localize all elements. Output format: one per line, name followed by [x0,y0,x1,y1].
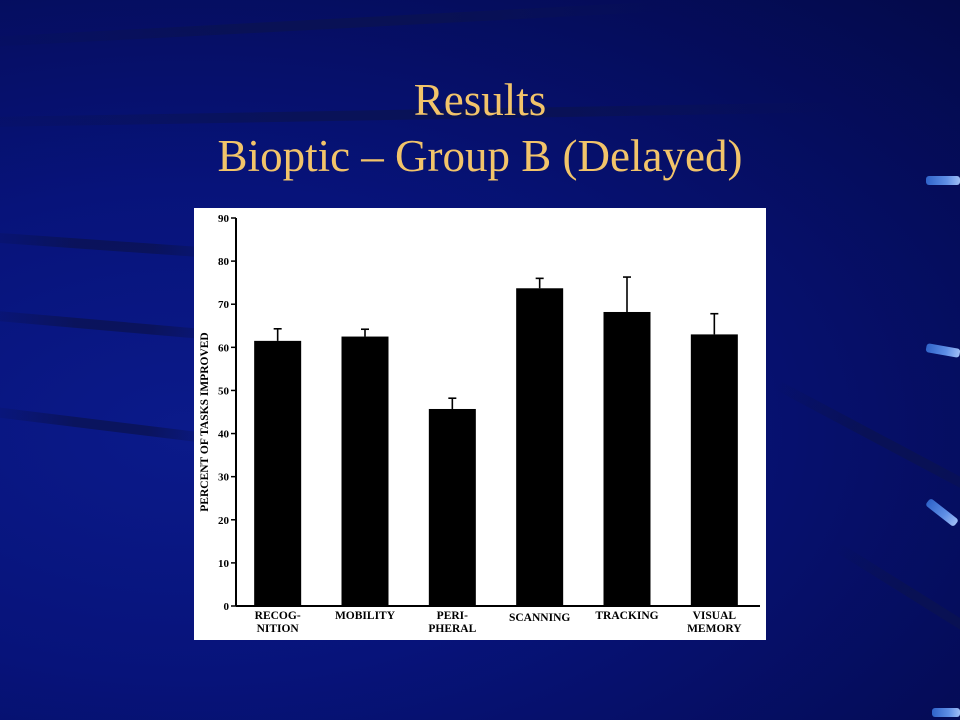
accent-stripe [926,176,960,185]
background-streak [772,379,960,511]
y-axis-label: PERCENT OF TASKS IMPROVED [199,332,211,511]
x-tick-label: RECOG- [255,610,301,622]
y-tick-label: 10 [218,558,230,570]
bar [690,334,738,606]
background-streak [834,542,960,668]
slide-title: Results Bioptic – Group B (Delayed) [0,72,960,184]
x-tick-label: MEMORY [687,623,742,635]
y-tick-label: 60 [218,342,230,354]
bar [254,340,302,606]
accent-stripe [925,497,959,528]
bar [516,288,564,606]
background-streak [0,405,220,445]
bar [428,408,476,606]
bar [341,336,389,606]
y-tick-label: 70 [218,299,230,311]
chart-panel: 0 10 20 30 40 50 60 70 80 90 PERCENT OF TASKS IMPR… [194,208,766,640]
x-tick-label: PERI- [437,610,468,622]
y-tick-label: 90 [218,213,230,225]
title-line-1: Results [413,75,547,125]
x-tick-label: TRACKING [595,610,658,622]
accent-stripe [932,708,960,717]
x-tick-label: MOBILITY [335,610,396,622]
background-streak [0,1,660,49]
y-tick-label: 0 [224,601,230,613]
y-tick-label: 80 [218,256,230,268]
x-tick-label: PHERAL [428,623,476,635]
bar-chart: 0 10 20 30 40 50 60 70 80 90 PERCENT OF TASKS IMPR… [199,213,760,635]
accent-stripe [925,343,960,358]
y-tick-label: 40 [218,429,230,441]
y-tick-label: 30 [218,472,230,484]
bar [603,311,651,606]
x-tick-label: SCANNING [509,612,570,624]
x-tick-label: VISUAL [693,610,737,622]
y-tick-label: 20 [218,515,230,527]
title-line-2: Bioptic – Group B (Delayed) [217,131,743,181]
x-tick-label: NITION [257,623,300,635]
y-tick-label: 50 [218,385,230,397]
